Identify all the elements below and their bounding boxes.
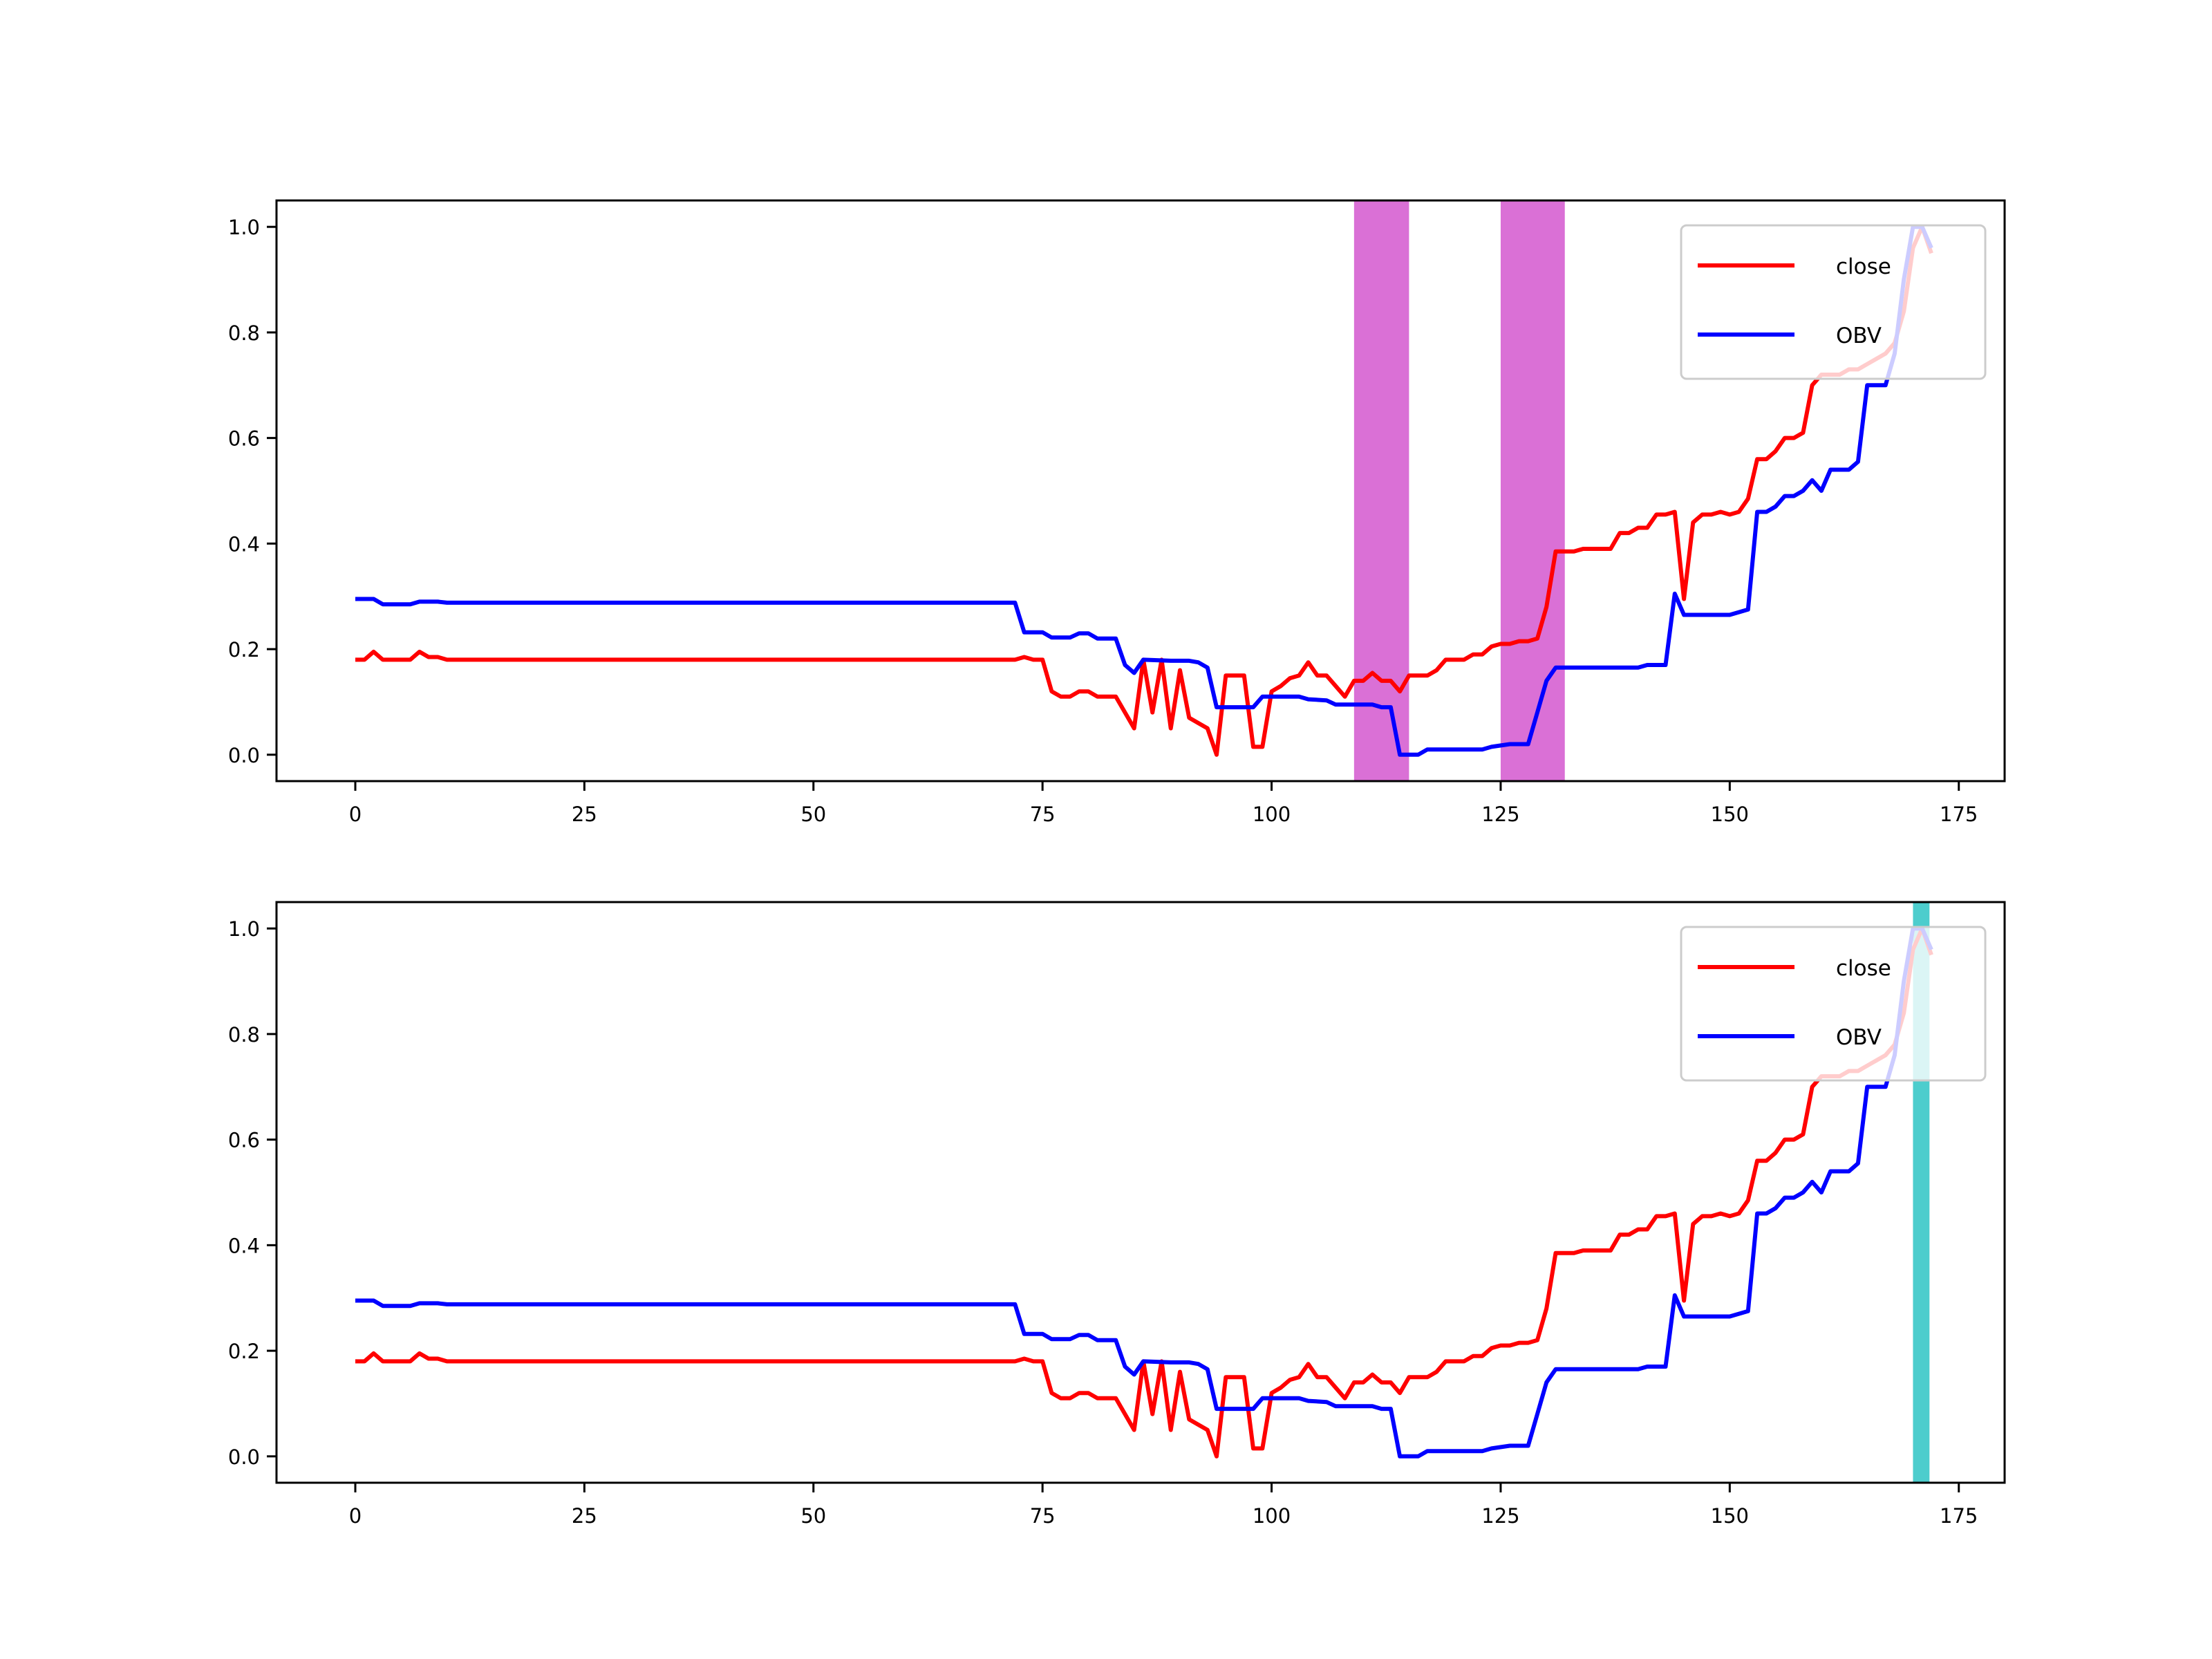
bottom-chart-panel: 0 25 50 75 100 125 150 175 0.0 0.2 0.4 0.6 0.8 1.0 clo…	[228, 901, 2006, 1528]
series-line-close	[355, 926, 1933, 1459]
legend-label-obv: OBV	[1836, 324, 1882, 348]
series-line-obv	[355, 225, 1933, 757]
x-tick-label: 150	[1711, 803, 1749, 826]
y-tick-label: 0.6	[228, 1129, 260, 1152]
y-tick-label: 0.2	[228, 1340, 260, 1363]
x-tick-label: 150	[1711, 1504, 1749, 1528]
y-tick-label: 0.8	[228, 1023, 260, 1047]
y-tick-label: 1.0	[228, 917, 260, 941]
x-tick-label: 125	[1481, 803, 1519, 826]
y-tick-label: 0.2	[228, 638, 260, 662]
axes-frame	[275, 199, 2006, 782]
x-tick-label: 0	[349, 1504, 362, 1528]
y-tick-label: 0.0	[228, 744, 260, 767]
legend-label-close: close	[1836, 254, 1891, 279]
y-tick-label: 0.4	[228, 1234, 260, 1257]
x-tick-label: 175	[1940, 803, 1978, 826]
x-tick-label: 75	[1030, 1504, 1056, 1528]
y-tick-label: 0.0	[228, 1445, 260, 1469]
series-line-close	[355, 225, 1933, 757]
x-tick-label: 125	[1481, 1504, 1519, 1528]
legend-label-obv: OBV	[1836, 1025, 1882, 1050]
highlight-span-0	[1353, 200, 1409, 781]
top-chart-panel: 0 25 50 75 100 125 150 175 0.0 0.2 0.4 0.6 0.8 1.0 clo…	[228, 199, 2006, 826]
x-tick-label: 75	[1030, 803, 1056, 826]
x-tick-label: 100	[1253, 1504, 1291, 1528]
y-tick-label: 1.0	[228, 216, 260, 239]
y-tick-label: 0.4	[228, 532, 260, 556]
x-tick-label: 100	[1253, 803, 1291, 826]
series-line-obv	[355, 926, 1933, 1459]
axes-frame	[275, 901, 2006, 1484]
x-tick-label: 50	[800, 803, 826, 826]
x-tick-label: 25	[572, 1504, 597, 1528]
legend-box	[1680, 224, 1987, 380]
y-tick-label: 0.8	[228, 321, 260, 345]
highlight-span-1	[1500, 200, 1565, 781]
x-tick-label: 0	[349, 803, 362, 826]
x-tick-label: 175	[1940, 1504, 1978, 1528]
y-tick-label: 0.6	[228, 427, 260, 451]
legend-label-close: close	[1836, 956, 1891, 981]
x-tick-label: 25	[572, 803, 597, 826]
legend-box	[1680, 926, 1987, 1082]
x-tick-label: 50	[800, 1504, 826, 1528]
